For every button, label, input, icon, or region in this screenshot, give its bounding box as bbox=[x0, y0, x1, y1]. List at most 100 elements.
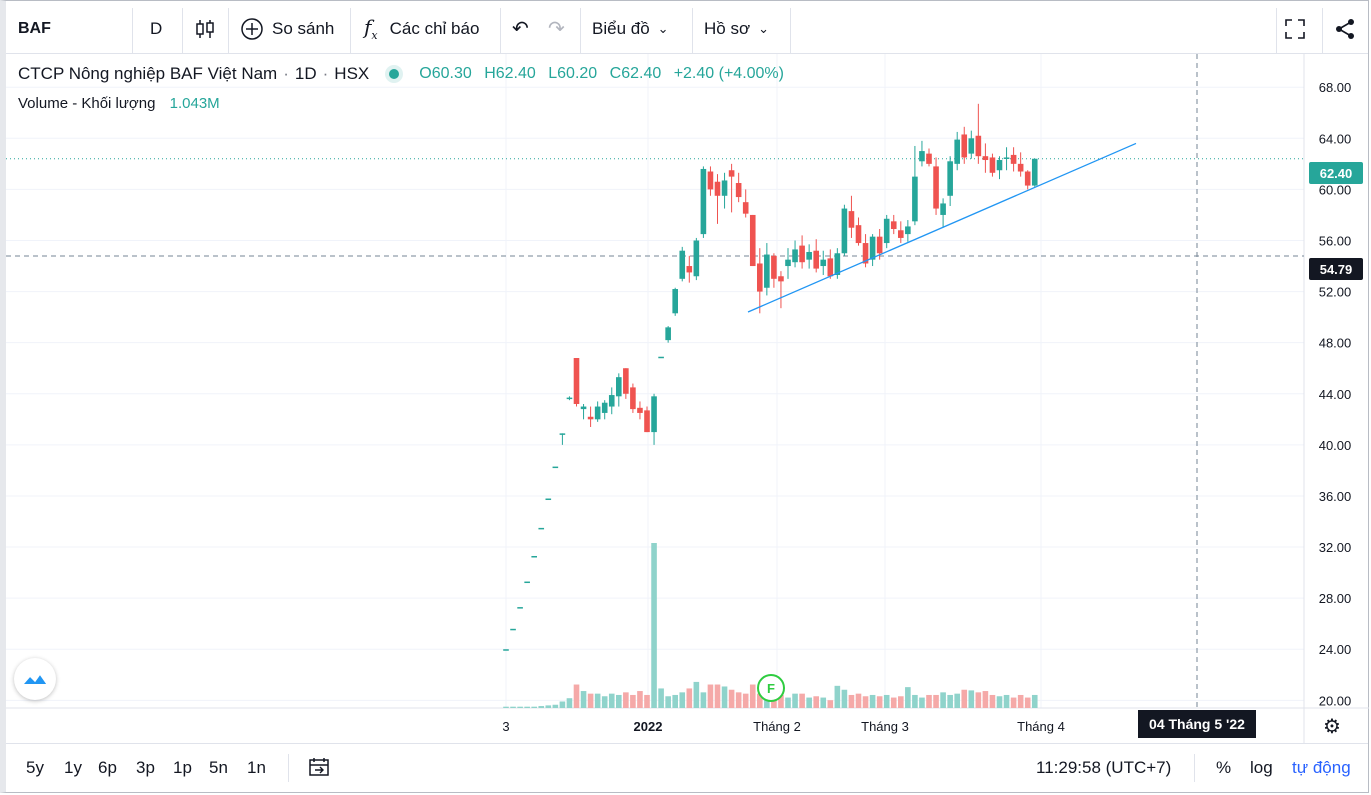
candle-body bbox=[1024, 171, 1031, 186]
logo-icon bbox=[22, 672, 48, 685]
volume-bar bbox=[608, 693, 615, 708]
legend-interval: 1D bbox=[294, 64, 317, 83]
share-icon bbox=[1336, 18, 1354, 39]
candle-body bbox=[954, 139, 960, 164]
top-toolbar: BAF D So sánh fx Các chỉ báo ↶ ↷ Biểu đồ… bbox=[6, 4, 1368, 54]
volume-bar bbox=[503, 706, 509, 708]
candle-body bbox=[982, 156, 989, 161]
range-3p-button[interactable]: 3p bbox=[136, 758, 155, 777]
range-6p-button[interactable]: 6p bbox=[98, 758, 117, 777]
volume-bar bbox=[517, 706, 523, 708]
candle-body bbox=[524, 581, 530, 584]
candle-body bbox=[989, 157, 996, 173]
volume-bar bbox=[601, 696, 608, 708]
volume-bar bbox=[834, 685, 841, 708]
clock-timezone[interactable]: 11:29:58 (UTC+7) bbox=[1036, 758, 1172, 777]
volume-bar bbox=[827, 700, 834, 708]
volume-legend: Volume - Khối lượng 1.043M bbox=[18, 95, 220, 112]
volume-bar bbox=[933, 694, 939, 708]
y-tick-label: 52.00 bbox=[1319, 285, 1352, 300]
x-tick-label: Tháng 2 bbox=[753, 719, 801, 734]
candle-body bbox=[898, 230, 904, 238]
candle-body bbox=[806, 251, 812, 260]
volume-bar bbox=[693, 681, 700, 708]
chart-menu-button[interactable]: Biểu đồ ⌄ bbox=[592, 4, 669, 53]
fullscreen-button[interactable] bbox=[1284, 4, 1306, 53]
candle-body bbox=[827, 258, 834, 277]
auto-scale-toggle[interactable]: tự động bbox=[1292, 758, 1351, 777]
volume-bar bbox=[672, 694, 678, 708]
candle-body bbox=[883, 218, 890, 244]
volume-bar bbox=[778, 694, 784, 708]
range-1p-button[interactable]: 1p bbox=[173, 758, 192, 777]
profile-menu-button[interactable]: Hồ sơ ⌄ bbox=[704, 4, 769, 53]
price-chart[interactable]: 20.00 24.00 28.00 32.00 36.00 40.00 44.00 48.00… bbox=[0, 0, 1371, 745]
compare-button[interactable]: So sánh bbox=[240, 4, 334, 53]
volume-bar bbox=[1010, 697, 1017, 708]
candles-icon bbox=[196, 19, 214, 38]
plus-circle-icon bbox=[241, 17, 263, 40]
goto-date-button[interactable] bbox=[308, 756, 330, 783]
volume-bar bbox=[573, 684, 580, 708]
volume-bar bbox=[890, 697, 897, 708]
candle-body bbox=[517, 607, 523, 609]
range-5y-button[interactable]: 5y bbox=[26, 758, 44, 777]
candle-body bbox=[855, 225, 862, 244]
candle-body bbox=[742, 202, 749, 214]
interval-button[interactable]: D bbox=[150, 18, 163, 38]
volume-bar bbox=[806, 697, 812, 708]
volume-bar bbox=[566, 698, 573, 708]
indicators-button[interactable]: fx Các chỉ báo bbox=[364, 4, 479, 53]
candle-body bbox=[890, 221, 897, 229]
bottom-toolbar: 5y 1y 6p 3p 1p 5n 1n 11:29:58 (UTC+7) % … bbox=[6, 743, 1368, 793]
undo-icon: ↶ bbox=[512, 18, 529, 40]
range-5n-button[interactable]: 5n bbox=[209, 758, 228, 777]
candle-body bbox=[658, 356, 664, 359]
range-1n-button[interactable]: 1n bbox=[247, 758, 266, 777]
candle-body bbox=[573, 358, 580, 404]
y-tick-label: 20.00 bbox=[1319, 693, 1352, 708]
candle-body bbox=[686, 266, 693, 273]
x-tick-label: 3 bbox=[502, 719, 509, 734]
candle-body bbox=[919, 151, 925, 162]
undo-button[interactable]: ↶ bbox=[512, 4, 529, 53]
candle-body bbox=[651, 396, 657, 433]
volume-bar bbox=[700, 692, 707, 708]
volume-bar bbox=[785, 697, 791, 708]
chart-style-button[interactable] bbox=[194, 4, 216, 53]
volume-bar bbox=[919, 697, 925, 708]
volume-bar bbox=[714, 684, 721, 708]
candle-body bbox=[594, 406, 601, 420]
candle-body bbox=[721, 180, 728, 196]
tradingview-logo[interactable] bbox=[14, 658, 56, 700]
candle-body bbox=[672, 289, 678, 314]
candle-body bbox=[608, 395, 615, 407]
symbol-search-button[interactable]: BAF bbox=[18, 19, 51, 37]
financials-event-marker[interactable]: F bbox=[757, 674, 785, 702]
y-tick-label: 28.00 bbox=[1319, 591, 1352, 606]
chart-settings-button[interactable]: ⚙ bbox=[1323, 714, 1341, 739]
volume-bar bbox=[813, 696, 819, 708]
gear-icon: ⚙ bbox=[1323, 716, 1341, 738]
volume-bar bbox=[552, 704, 559, 708]
volume-bar bbox=[968, 690, 975, 708]
redo-button[interactable]: ↷ bbox=[548, 4, 565, 53]
y-tick-label: 48.00 bbox=[1319, 336, 1352, 351]
volume-bar bbox=[989, 694, 996, 708]
y-tick-label: 56.00 bbox=[1319, 233, 1352, 248]
candle-body bbox=[1031, 158, 1038, 186]
volume-bar bbox=[940, 692, 946, 708]
share-button[interactable] bbox=[1334, 4, 1356, 53]
log-scale-toggle[interactable]: log bbox=[1250, 758, 1273, 777]
series-legend: CTCP Nông nghiệp BAF Việt Nam · 1D · HSX… bbox=[18, 64, 792, 84]
candle-body bbox=[616, 377, 622, 397]
volume-bar bbox=[559, 701, 566, 708]
percent-scale-toggle[interactable]: % bbox=[1216, 758, 1232, 777]
volume-bar bbox=[749, 684, 756, 708]
range-1y-button[interactable]: 1y bbox=[64, 758, 82, 777]
chevron-down-icon: ⌄ bbox=[758, 20, 770, 36]
candle-body bbox=[834, 253, 841, 275]
volume-bar bbox=[1024, 697, 1031, 708]
candle-body bbox=[587, 416, 594, 420]
